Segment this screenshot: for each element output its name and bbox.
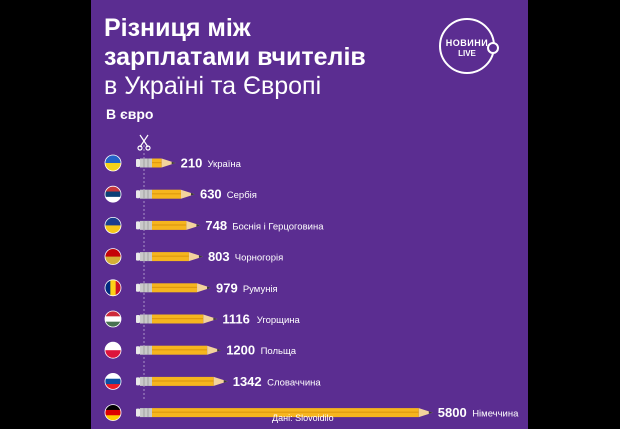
pencil-row: 1342 Словаччина [104,372,321,390]
value-label: 1342 [233,374,262,389]
pencil-bar [136,376,228,386]
value-label: 5800 [438,405,467,420]
flag-icon [105,373,121,390]
flag-icon [105,248,121,265]
country-label: Україна [207,159,241,170]
flag-icon [105,186,121,203]
flag-icon [105,279,121,296]
country-label: Чорногорія [235,253,284,264]
scissors-icon [137,134,151,151]
pencil-bar-chart: 210 Україна 630 Сербія 748 Боснія і Герцогови… [104,134,519,422]
country-label: Словаччина [267,377,321,388]
logo-text-2: LIVE [458,49,476,58]
country-label: Боснія і Герцоговина [232,221,324,232]
title-line-2: зарплатами вчителів [104,43,366,71]
logo-text-1: НОВИНИ [445,38,489,48]
pencil-row: 803 Чорногорія [104,248,284,266]
pencil-bar [136,252,203,262]
country-label: Угорщина [257,315,301,326]
flag-ring [104,310,122,328]
flag-ring [104,341,122,359]
pencil-bar [136,220,201,230]
flag-ring [104,185,122,203]
infographic-panel: Різниця між зарплатами вчителів в Україн… [91,0,528,429]
flag-ring [104,404,122,422]
flag-icon [105,155,121,171]
value-label: 1116 [222,312,250,327]
value-label: 1200 [226,343,255,358]
pencil-bar [136,345,222,355]
title-line-3: в Україні та Європі [104,72,322,100]
value-label: 979 [216,280,238,295]
pencil-row: 1200 Польща [104,341,297,359]
pencil-row: 5800 Німеччина [104,404,519,422]
pencil-bar [136,189,195,199]
pencil-row: 979 Румунія [104,279,278,297]
country-label: Німеччина [472,409,519,420]
flag-ring [104,216,122,234]
novyny-live-logo: НОВИНИ LIVE [439,18,499,74]
flag-ring [104,279,122,297]
value-label: 630 [200,187,222,202]
logo-dot-icon [487,42,499,54]
flag-icon [105,311,121,327]
chart-title: Різниця між зарплатами вчителів в Україн… [104,14,434,101]
pencil-row: 748 Боснія і Герцоговина [104,216,324,234]
country-label: Польща [261,346,297,357]
title-line-1: Різниця між [104,14,251,42]
flag-ring [104,154,122,172]
pencil-bar [136,283,212,293]
pencil-bar [136,158,176,168]
flag-ring [104,372,122,390]
flag-icon [105,342,121,359]
pencil-row: 1116 Угорщина [104,310,301,328]
pencil-row: 210 Україна [104,154,242,172]
pencil-bar [136,408,433,418]
data-source: Дані: Slovoidilo [272,413,334,423]
flag-ring [104,248,122,266]
value-label: 210 [181,156,203,171]
unit-subtitle: В євро [106,106,154,122]
value-label: 748 [205,218,227,233]
pencil-bar [136,314,218,324]
country-label: Сербія [227,190,257,201]
value-label: 803 [208,249,230,264]
flag-icon [105,217,121,234]
flag-icon [105,404,121,421]
pencil-row: 630 Сербія [104,185,257,203]
country-label: Румунія [243,284,278,295]
